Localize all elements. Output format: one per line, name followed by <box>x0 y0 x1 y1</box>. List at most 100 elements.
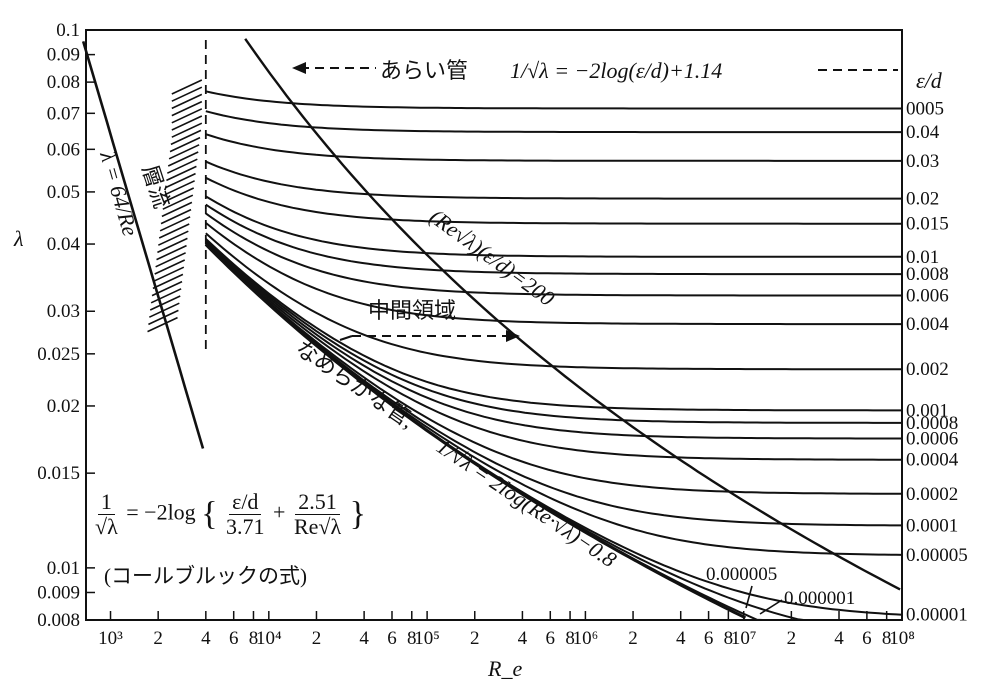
x-tick-label: 6 <box>229 628 239 649</box>
colebrook-lhs: 1 √λ <box>92 489 121 540</box>
eps-label: 0.006 <box>906 286 949 307</box>
hatch-stroke <box>170 129 202 146</box>
smooth-pipe-formula: 1/√λ = 2log(Re·√λ)−0.8 <box>432 433 621 572</box>
x-tick-label: 2 <box>312 628 322 649</box>
colebrook-term2-den: Re√λ <box>293 514 342 540</box>
rough-guide-arrow <box>292 62 306 74</box>
colebrook-term1: ε/d 3.71 <box>223 489 268 540</box>
hatch-stroke <box>150 288 182 304</box>
eps-pointer <box>745 585 753 609</box>
roughness-curve <box>205 195 902 258</box>
hatch-stroke <box>168 144 200 160</box>
roughness-curve <box>205 160 902 200</box>
hatch-stroke <box>166 158 198 174</box>
hatch-stroke <box>171 115 203 131</box>
hatch-stroke <box>166 165 197 182</box>
hatch-stroke <box>147 316 178 333</box>
intermediate-guide-left <box>339 335 353 341</box>
hatch-stroke <box>154 259 186 275</box>
eps-label: 0.015 <box>906 214 949 235</box>
roughness-curve <box>205 133 902 162</box>
x-tick-label: 4 <box>676 628 686 649</box>
eps-label: 0005 <box>906 98 944 119</box>
hatch-stroke <box>167 151 199 167</box>
y-tick-label: 0.02 <box>47 396 80 417</box>
hatch-stroke <box>171 86 203 102</box>
roughness-curve <box>205 203 902 276</box>
hatch-stroke <box>152 273 184 290</box>
intermediate-label: 中間領域 <box>368 298 456 323</box>
eps-label: 0.02 <box>906 189 939 210</box>
roughness-curve <box>205 240 902 440</box>
eps-label: 0.0006 <box>906 429 958 450</box>
brace-open: { <box>201 495 218 533</box>
hatch-stroke <box>148 302 180 318</box>
right-axis-title: ε/d <box>916 68 943 93</box>
hatch-stroke <box>157 237 188 254</box>
boundary-formula: (Re√λ)(ε/d)=200 <box>425 204 559 311</box>
hatch-stroke <box>171 122 203 138</box>
y-tick-label: 0.04 <box>47 234 81 255</box>
x-tick-label: 2 <box>628 628 638 649</box>
x-tick-label: 8 <box>249 628 259 649</box>
x-tick-label: 2 <box>787 628 797 649</box>
intermediate-arrow <box>506 330 520 342</box>
colebrook-lhs-den: √λ <box>95 514 118 540</box>
x-tick-label: 8 <box>724 628 734 649</box>
x-tick-label: 10⁷ <box>731 628 757 649</box>
x-tick-label: 4 <box>834 628 844 649</box>
eps-label: 0.01 <box>906 247 939 268</box>
roughness-curve <box>205 110 902 134</box>
x-tick-label: 10³ <box>98 628 123 649</box>
x-tick-label: 10⁵ <box>414 628 440 649</box>
x-tick-label: 4 <box>359 628 369 649</box>
y-tick-label: 0.08 <box>47 72 80 93</box>
hatch-stroke <box>171 108 203 124</box>
roughness-curve <box>205 212 902 297</box>
hatch-stroke <box>169 136 201 153</box>
roughness-curve <box>205 90 902 110</box>
x-tick-label: 6 <box>704 628 714 649</box>
x-tick-label: 4 <box>201 628 211 649</box>
y-tick-label: 0.03 <box>47 301 80 322</box>
brace-close: } <box>349 495 366 533</box>
colebrook-term1-num: ε/d <box>229 489 262 516</box>
hatch-stroke <box>162 194 194 210</box>
laminar-hatch <box>147 79 203 333</box>
x-tick-label: 6 <box>387 628 397 649</box>
y-tick-label: 0.1 <box>56 20 80 41</box>
y-tick-label: 0.015 <box>37 463 80 484</box>
hatch-stroke <box>160 208 192 225</box>
eps-label: 0.001 <box>906 400 949 421</box>
hatch-stroke <box>171 100 203 117</box>
y-tick-label: 0.09 <box>47 45 80 66</box>
colebrook-term1-den: 3.71 <box>226 514 265 540</box>
x-tick-label: 2 <box>153 628 163 649</box>
eps-label-inner: 0.000005 <box>706 564 777 585</box>
colebrook-term2-num: 2.51 <box>295 489 340 516</box>
roughness-curve <box>205 242 902 495</box>
hatch-stroke <box>164 180 195 196</box>
eps-pointer <box>759 599 783 615</box>
colebrook-plus: + <box>273 499 286 525</box>
hatch-stroke <box>159 216 191 232</box>
colebrook-formula: 1 √λ = −2log { ε/d 3.71 + 2.51 Re√λ } <box>92 489 422 590</box>
x-tick-label: 8 <box>882 628 892 649</box>
hatch-stroke <box>153 266 185 282</box>
y-tick-label: 0.008 <box>37 610 80 631</box>
ticks <box>86 29 903 621</box>
laminar-formula: λ = 64/Re <box>95 148 143 239</box>
x-tick-label: 8 <box>407 628 417 649</box>
hatch-stroke <box>149 295 181 311</box>
y-tick-label: 0.01 <box>47 558 80 579</box>
eps-label: 0.008 <box>906 264 949 285</box>
hatch-stroke <box>161 201 193 218</box>
y-tick-label: 0.009 <box>37 582 80 603</box>
roughness-curve <box>205 222 902 326</box>
smooth-pipe-line <box>204 243 747 620</box>
hatch-stroke <box>165 172 196 189</box>
x-tick-label: 10⁴ <box>256 628 282 649</box>
colebrook-lhs-num: 1 <box>97 489 115 516</box>
